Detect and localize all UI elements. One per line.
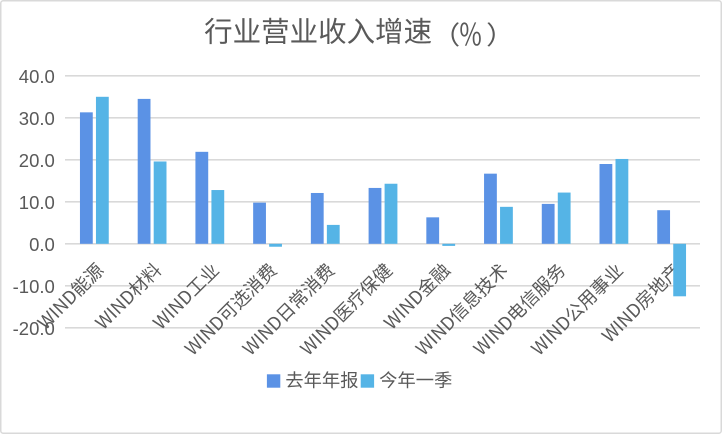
svg-text:0.0: 0.0 [29, 234, 55, 255]
svg-text:10.0: 10.0 [19, 192, 55, 213]
svg-text:-10.0: -10.0 [13, 276, 55, 297]
svg-text:20.0: 20.0 [19, 150, 55, 171]
svg-text:40.0: 40.0 [19, 66, 55, 87]
svg-text:30.0: 30.0 [19, 108, 55, 129]
svg-text:-20.0: -20.0 [13, 318, 55, 339]
